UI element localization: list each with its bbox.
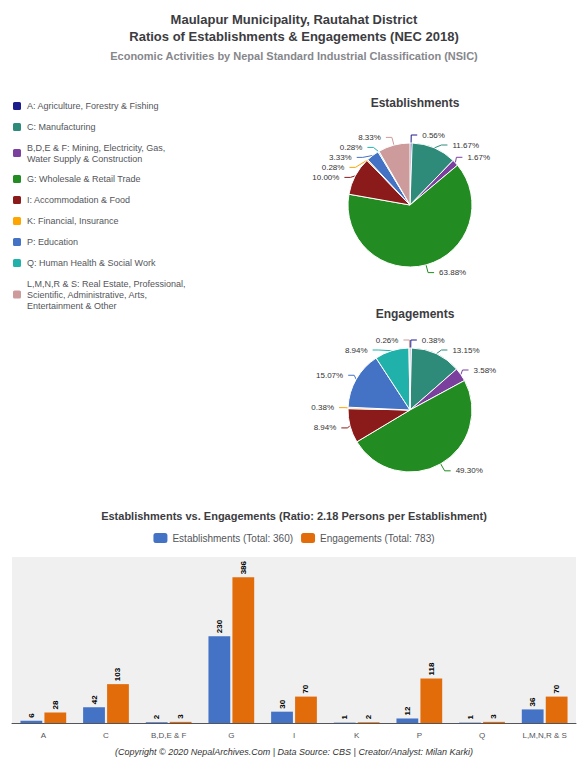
svg-text:12: 12: [403, 706, 412, 715]
svg-text:B,D,E & F: Mining, Electricity: B,D,E & F: Mining, Electricity, Gas,: [27, 143, 165, 153]
svg-text:P: P: [417, 731, 422, 740]
svg-text:K: K: [354, 731, 360, 740]
svg-text:1.67%: 1.67%: [467, 153, 490, 162]
svg-text:A: Agriculture, Forestry & Fis: A: Agriculture, Forestry & Fishing: [27, 101, 159, 111]
svg-text:118: 118: [427, 662, 436, 675]
svg-text:0.38%: 0.38%: [422, 336, 445, 345]
svg-text:3: 3: [176, 714, 185, 719]
svg-text:63.88%: 63.88%: [439, 268, 466, 277]
svg-text:Engagements (Total: 783): Engagements (Total: 783): [320, 533, 435, 544]
svg-text:49.30%: 49.30%: [456, 466, 483, 475]
svg-text:8.33%: 8.33%: [358, 133, 381, 142]
svg-text:I: I: [293, 731, 295, 740]
svg-text:0.38%: 0.38%: [311, 403, 334, 412]
svg-text:2: 2: [152, 714, 161, 719]
svg-text:42: 42: [90, 695, 99, 704]
svg-text:8.94%: 8.94%: [314, 423, 337, 432]
svg-text:0.28%: 0.28%: [340, 143, 363, 152]
svg-text:L,M,N,R & S: L,M,N,R & S: [522, 731, 566, 740]
svg-text:1: 1: [340, 715, 349, 720]
svg-text:3.58%: 3.58%: [474, 366, 497, 375]
svg-text:Establishments: Establishments: [371, 96, 460, 110]
svg-text:15.07%: 15.07%: [316, 371, 343, 380]
svg-text:C: C: [103, 731, 109, 740]
svg-text:Q: Q: [479, 731, 485, 740]
svg-text:I: Accommodation & Food: I: Accommodation & Food: [27, 195, 130, 205]
svg-text:11.67%: 11.67%: [452, 141, 479, 150]
svg-text:Scientific, Administrative, Ar: Scientific, Administrative, Arts,: [27, 290, 147, 300]
svg-text:3: 3: [489, 714, 498, 719]
svg-text:Maulapur Municipality, Rautaha: Maulapur Municipality, Rautahat District: [171, 12, 418, 27]
svg-text:70: 70: [301, 684, 310, 693]
svg-text:Water Supply & Construction: Water Supply & Construction: [27, 154, 142, 164]
svg-text:13.15%: 13.15%: [452, 346, 479, 355]
svg-text:0.28%: 0.28%: [322, 163, 345, 172]
svg-text:G: G: [228, 731, 234, 740]
svg-text:K: Financial, Insurance: K: Financial, Insurance: [27, 216, 119, 226]
svg-text:Establishments (Total: 360): Establishments (Total: 360): [172, 533, 293, 544]
svg-text:1: 1: [466, 715, 475, 720]
svg-text:B,D,E & F: B,D,E & F: [151, 731, 187, 740]
svg-text:70: 70: [552, 684, 561, 693]
svg-text:8.94%: 8.94%: [345, 346, 368, 355]
svg-text:Entertainment & Other: Entertainment & Other: [27, 301, 117, 311]
svg-text:30: 30: [278, 699, 287, 708]
svg-text:0.56%: 0.56%: [422, 131, 445, 140]
svg-text:Establishments vs. Engagements: Establishments vs. Engagements (Ratio: 2…: [101, 510, 487, 522]
svg-text:P: Education: P: Education: [27, 237, 78, 247]
svg-text:Q: Human Health & Social Work: Q: Human Health & Social Work: [27, 258, 156, 268]
svg-text:Economic Activities by Nepal S: Economic Activities by Nepal Standard In…: [110, 50, 478, 62]
svg-text:36: 36: [528, 697, 537, 706]
svg-text:2: 2: [364, 714, 373, 719]
svg-text:386: 386: [239, 560, 248, 574]
svg-text:103: 103: [113, 667, 122, 681]
svg-text:L,M,N,R & S: Real Estate, Prof: L,M,N,R & S: Real Estate, Professional,: [27, 279, 186, 289]
svg-text:Engagements: Engagements: [376, 307, 455, 321]
svg-text:3.33%: 3.33%: [329, 153, 352, 162]
svg-text:10.00%: 10.00%: [312, 173, 339, 182]
svg-text:28: 28: [51, 700, 60, 709]
svg-text:Ratios of Establishments & Eng: Ratios of Establishments & Engagements (…: [129, 29, 458, 44]
svg-text:A: A: [41, 731, 47, 740]
svg-text:C: Manufacturing: C: Manufacturing: [27, 122, 96, 132]
svg-text:230: 230: [215, 619, 224, 633]
svg-text:(Copyright © 2020 NepalArchive: (Copyright © 2020 NepalArchives.Com | Da…: [115, 747, 473, 757]
svg-text:G: Wholesale & Retail Trade: G: Wholesale & Retail Trade: [27, 174, 141, 184]
svg-text:0.26%: 0.26%: [376, 336, 399, 345]
svg-text:6: 6: [27, 713, 36, 718]
